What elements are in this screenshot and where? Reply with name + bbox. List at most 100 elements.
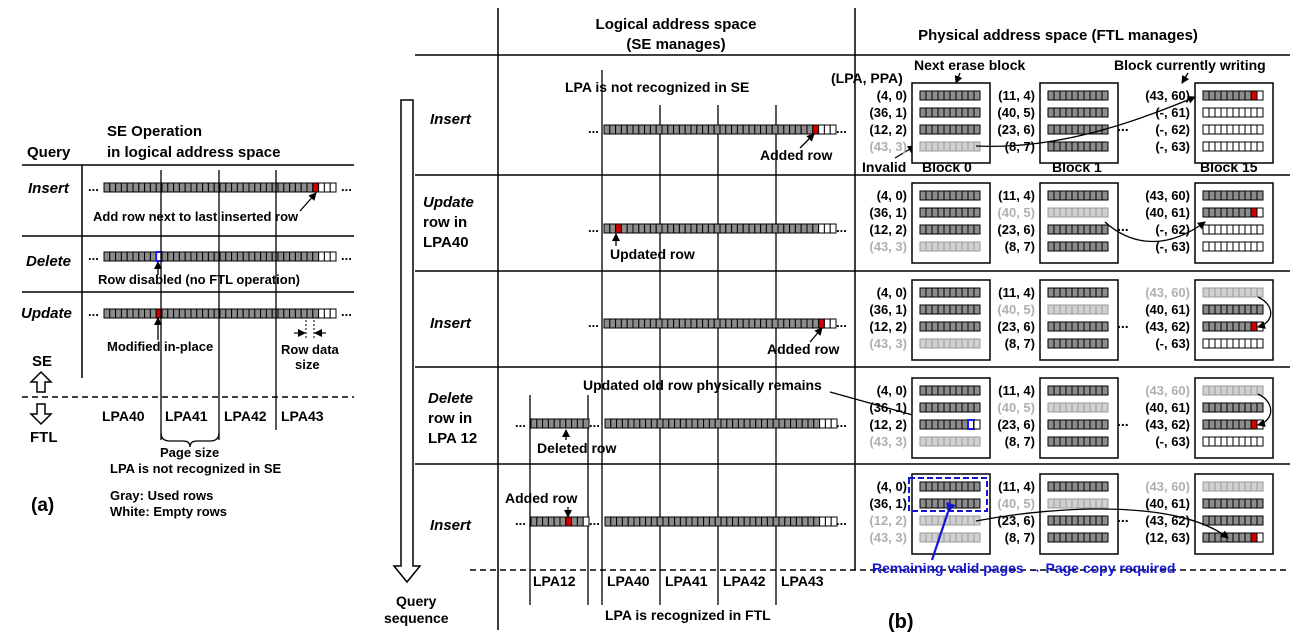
used-row-cell bbox=[765, 223, 773, 234]
page-cell bbox=[1250, 419, 1258, 430]
page-cell bbox=[949, 338, 957, 349]
page-cell bbox=[1244, 402, 1252, 413]
page-cell bbox=[1238, 141, 1246, 152]
page-cell bbox=[1220, 436, 1228, 447]
used-row-cell bbox=[603, 223, 611, 234]
lpa-ppa-pair: (40, 61) bbox=[1145, 205, 1190, 220]
used-row-cell bbox=[801, 418, 809, 429]
page-cell bbox=[1208, 321, 1216, 332]
used-row-cell bbox=[760, 124, 767, 135]
page-cell bbox=[1226, 141, 1234, 152]
page-cell bbox=[1214, 321, 1222, 332]
page-cell bbox=[949, 321, 957, 332]
lpa-ppa-pair: (-, 63) bbox=[1155, 239, 1190, 254]
used-row-cell bbox=[260, 251, 267, 262]
page-cell bbox=[1095, 207, 1103, 218]
used-row-cell bbox=[161, 308, 169, 319]
page-cell bbox=[1053, 190, 1061, 201]
page-cell bbox=[1238, 532, 1246, 543]
used-row-cell bbox=[813, 516, 821, 527]
page-cell bbox=[1208, 481, 1216, 492]
used-row-cell bbox=[138, 308, 146, 319]
page-cell bbox=[931, 124, 939, 135]
page-cell bbox=[1238, 287, 1246, 298]
page-cell bbox=[1077, 241, 1085, 252]
page-cell bbox=[1202, 241, 1210, 252]
lpa-ppa-pair: (36, 1) bbox=[869, 105, 907, 120]
page-cell bbox=[1214, 385, 1222, 396]
page-cell bbox=[1244, 385, 1252, 396]
used-row-cell bbox=[633, 516, 641, 527]
page-cell bbox=[1071, 124, 1079, 135]
lpa-ppa-pair: (12, 2) bbox=[869, 319, 907, 334]
page-cell bbox=[925, 90, 933, 101]
page-cell bbox=[955, 321, 963, 332]
page-cell bbox=[919, 190, 927, 201]
page-cell bbox=[1071, 241, 1079, 252]
page-cell bbox=[1250, 532, 1258, 543]
used-row-cell bbox=[109, 251, 117, 262]
page-cell bbox=[973, 498, 981, 509]
page-cell bbox=[1095, 304, 1103, 315]
used-row-cell bbox=[760, 223, 767, 234]
page-cell bbox=[973, 532, 981, 543]
page-cell bbox=[1047, 304, 1055, 315]
used-row-cell bbox=[207, 308, 215, 319]
page-cell bbox=[1244, 141, 1252, 152]
used-row-cell bbox=[807, 516, 815, 527]
page-cell bbox=[1220, 304, 1228, 315]
flash-page bbox=[919, 498, 981, 509]
page-cell bbox=[1238, 107, 1246, 118]
page-cell bbox=[943, 241, 951, 252]
page-cell bbox=[1089, 338, 1097, 349]
page-cell bbox=[1226, 224, 1234, 235]
used-row-cell bbox=[742, 318, 750, 329]
used-row-cell bbox=[725, 223, 733, 234]
used-row-cell bbox=[720, 516, 728, 527]
page-cell bbox=[1250, 224, 1258, 235]
op-update-row-in: row in bbox=[423, 214, 467, 231]
page-cell bbox=[943, 338, 951, 349]
page-cell bbox=[1226, 498, 1234, 509]
page-cell bbox=[1083, 498, 1091, 509]
page-cell bbox=[949, 224, 957, 235]
arrow bbox=[1257, 393, 1272, 427]
page-cell bbox=[931, 385, 939, 396]
used-row-cell bbox=[265, 308, 273, 319]
page-cell bbox=[1065, 419, 1073, 430]
page-cell bbox=[943, 141, 951, 152]
lpa-ppa-pair: (-, 63) bbox=[1155, 336, 1190, 351]
page-cell bbox=[919, 385, 927, 396]
flash-page bbox=[1047, 419, 1109, 430]
arrow bbox=[1104, 221, 1206, 243]
page-cell bbox=[1089, 532, 1097, 543]
page-cell bbox=[925, 304, 933, 315]
page-cell bbox=[961, 515, 969, 526]
invalid-label: Invalid bbox=[862, 159, 906, 175]
page-cell bbox=[1202, 436, 1210, 447]
page-cell bbox=[1256, 481, 1264, 492]
page-cell bbox=[1059, 338, 1067, 349]
next-erase-block-label: Next erase block bbox=[914, 57, 1025, 73]
used-row-cell bbox=[806, 318, 814, 329]
page-cell bbox=[1232, 515, 1240, 526]
lpa-ppa-pair: (43, 3) bbox=[869, 336, 907, 351]
page-cell bbox=[937, 436, 945, 447]
page-cell bbox=[937, 107, 945, 118]
page-cell bbox=[967, 515, 975, 526]
page-cell bbox=[949, 107, 957, 118]
page-cell bbox=[1065, 515, 1073, 526]
used-row-cell bbox=[690, 318, 698, 329]
used-row-cell bbox=[277, 308, 285, 319]
query-sequence-label: Query bbox=[396, 593, 437, 609]
used-row-cell bbox=[173, 251, 180, 262]
page-cell bbox=[1071, 224, 1079, 235]
empty-row-cell bbox=[329, 251, 337, 262]
used-row-cell bbox=[616, 516, 623, 527]
used-row-cell bbox=[668, 516, 676, 527]
page-cell bbox=[937, 141, 945, 152]
page-cell bbox=[1220, 515, 1228, 526]
page-cell bbox=[955, 338, 963, 349]
flash-page bbox=[1202, 338, 1264, 349]
